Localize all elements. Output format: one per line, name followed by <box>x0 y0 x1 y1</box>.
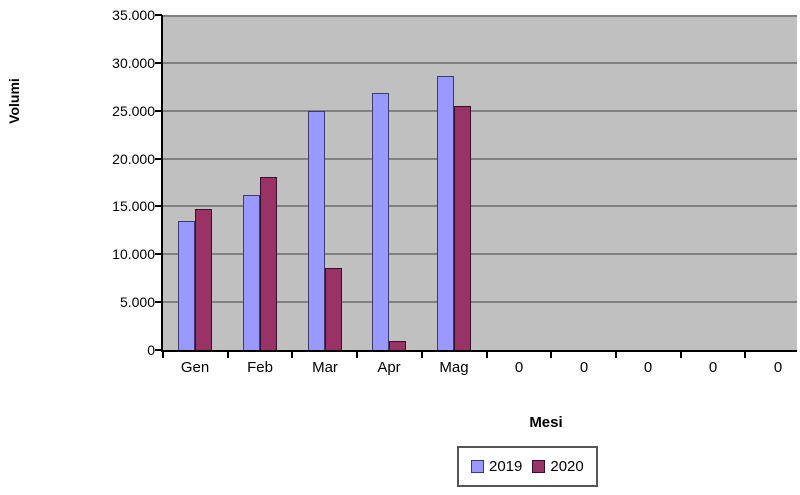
y-tick-mark-0 <box>155 349 162 351</box>
x-category-label-zero-5: 0 <box>514 359 524 376</box>
x-category-label-Feb: Feb <box>247 359 273 376</box>
x-tick-mark-0 <box>162 352 164 358</box>
y-tick-mark-5000 <box>155 301 162 303</box>
x-category-label-zero-6: 0 <box>579 359 589 376</box>
y-tick-mark-35000 <box>155 14 162 16</box>
bar-2019-Feb-1 <box>243 195 260 350</box>
x-tick-mark-5 <box>486 352 488 358</box>
x-category-label-zero-7: 0 <box>643 359 653 376</box>
x-category-label-Mar: Mar <box>312 359 338 376</box>
x-category-label-Apr: Apr <box>377 359 401 376</box>
y-tick-label-5.000: 5.000 <box>119 294 155 310</box>
y-tick-mark-30000 <box>155 62 162 64</box>
bar-2020-Apr-3 <box>389 341 406 350</box>
y-tick-label-25.000: 25.000 <box>112 103 155 119</box>
gridline-30000 <box>163 62 797 64</box>
bar-2020-Mag-4 <box>454 106 471 350</box>
legend-item-2020: 2020 <box>532 458 584 475</box>
x-tick-mark-7 <box>615 352 617 358</box>
bar-2020-Mar-2 <box>325 268 342 350</box>
legend-label-2020: 2020 <box>550 458 584 475</box>
y-tick-mark-10000 <box>155 253 162 255</box>
x-category-label-Mag: Mag <box>439 359 469 376</box>
y-tick-label-20.000: 20.000 <box>112 151 155 167</box>
x-tick-mark-9 <box>744 352 746 358</box>
legend-label-2019: 2019 <box>489 458 523 475</box>
x-tick-mark-1 <box>227 352 229 358</box>
y-axis-line <box>161 15 163 352</box>
x-tick-mark-3 <box>356 352 358 358</box>
y-tick-mark-15000 <box>155 205 162 207</box>
y-tick-label-15.000: 15.000 <box>112 198 155 214</box>
x-category-label-Gen: Gen <box>180 359 210 376</box>
bar-2019-Gen-0 <box>178 221 195 350</box>
bar-2019-Apr-3 <box>372 93 389 350</box>
gridline-5000 <box>163 301 797 303</box>
gridline-35000 <box>163 15 797 17</box>
y-tick-mark-20000 <box>155 158 162 160</box>
x-category-label-zero-8: 0 <box>708 359 718 376</box>
y-tick-label-10.000: 10.000 <box>112 246 155 262</box>
bar-2019-Mag-4 <box>437 76 454 350</box>
gridline-10000 <box>163 253 797 255</box>
y-tick-mark-25000 <box>155 110 162 112</box>
y-tick-label-35.000: 35.000 <box>112 7 155 23</box>
bar-2019-Mar-2 <box>308 111 325 350</box>
legend: 2019 2020 <box>457 446 598 487</box>
y-axis-title: Volumi <box>6 78 22 124</box>
plot-area <box>163 15 797 350</box>
legend-item-2019: 2019 <box>471 459 522 474</box>
bar-2020-Feb-1 <box>260 177 277 350</box>
y-tick-label-30.000: 30.000 <box>112 55 155 71</box>
gridline-15000 <box>163 205 797 207</box>
y-tick-label-0: 0 <box>147 342 155 358</box>
x-tick-mark-6 <box>550 352 552 358</box>
legend-swatch-2020 <box>532 460 546 473</box>
gridline-20000 <box>163 158 797 160</box>
bar-2020-Gen-0 <box>195 209 212 350</box>
x-tick-mark-2 <box>291 352 293 358</box>
x-category-label-zero-9: 0 <box>773 359 783 376</box>
gridline-25000 <box>163 110 797 112</box>
x-axis-line <box>161 350 797 352</box>
x-tick-mark-4 <box>421 352 423 358</box>
legend-swatch-2019 <box>471 460 484 473</box>
x-axis-title: Mesi <box>529 414 563 431</box>
x-tick-mark-8 <box>680 352 682 358</box>
